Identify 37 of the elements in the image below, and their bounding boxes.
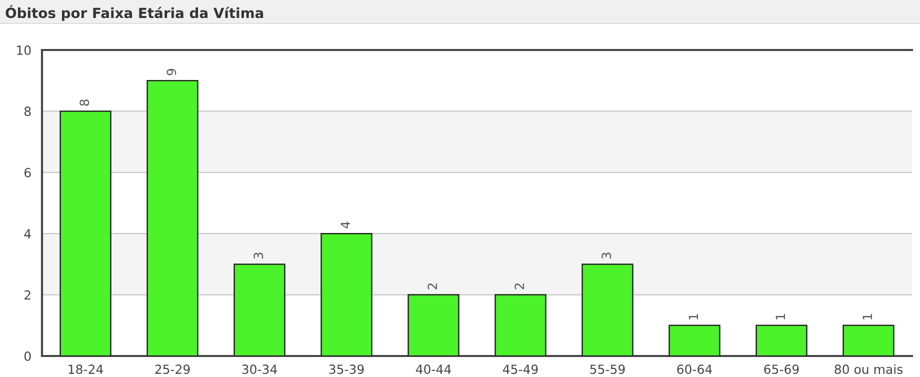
x-tick-label: 55-59 bbox=[590, 364, 625, 374]
y-tick-label: 10 bbox=[17, 45, 31, 55]
data-label: 3 bbox=[254, 252, 264, 259]
bar bbox=[60, 110, 112, 356]
bar bbox=[494, 294, 546, 356]
data-label: 1 bbox=[776, 314, 785, 320]
data-label: 2 bbox=[514, 284, 524, 290]
chart-title: Óbitos por Faixa Etária da Vítima bbox=[6, 5, 264, 21]
data-label: 9 bbox=[166, 68, 176, 76]
y-tick-label: 0 bbox=[24, 351, 31, 361]
data-label: 1 bbox=[862, 314, 872, 320]
data-label: 4 bbox=[340, 222, 350, 228]
bar bbox=[668, 324, 720, 356]
data-label: 1 bbox=[688, 314, 698, 320]
data-label: 3 bbox=[602, 252, 612, 259]
bar bbox=[146, 80, 198, 356]
x-tick-label: 30-34 bbox=[242, 364, 277, 374]
x-tick-label: 25-29 bbox=[155, 364, 190, 374]
bar bbox=[408, 294, 460, 356]
bar bbox=[582, 264, 634, 356]
x-tick-label: 80 ou mais bbox=[834, 364, 903, 374]
y-tick-label: 2 bbox=[24, 290, 30, 300]
bar bbox=[320, 232, 372, 356]
y-tick-label: 8 bbox=[24, 106, 31, 116]
y-tick-label: 4 bbox=[24, 229, 31, 238]
x-tick-label: 45-49 bbox=[502, 364, 538, 374]
bar bbox=[842, 324, 894, 356]
x-tick-label: 40-44 bbox=[416, 364, 451, 374]
data-label: 8 bbox=[80, 100, 90, 106]
bar bbox=[234, 264, 286, 356]
data-label: 2 bbox=[428, 284, 437, 290]
x-tick-label: 35-39 bbox=[329, 364, 364, 374]
x-tick-label: 18-24 bbox=[68, 364, 103, 374]
x-tick-label: 65-69 bbox=[764, 364, 799, 374]
x-tick-label: 60-64 bbox=[677, 364, 712, 374]
bar bbox=[756, 324, 808, 356]
y-tick-label: 6 bbox=[24, 168, 31, 178]
